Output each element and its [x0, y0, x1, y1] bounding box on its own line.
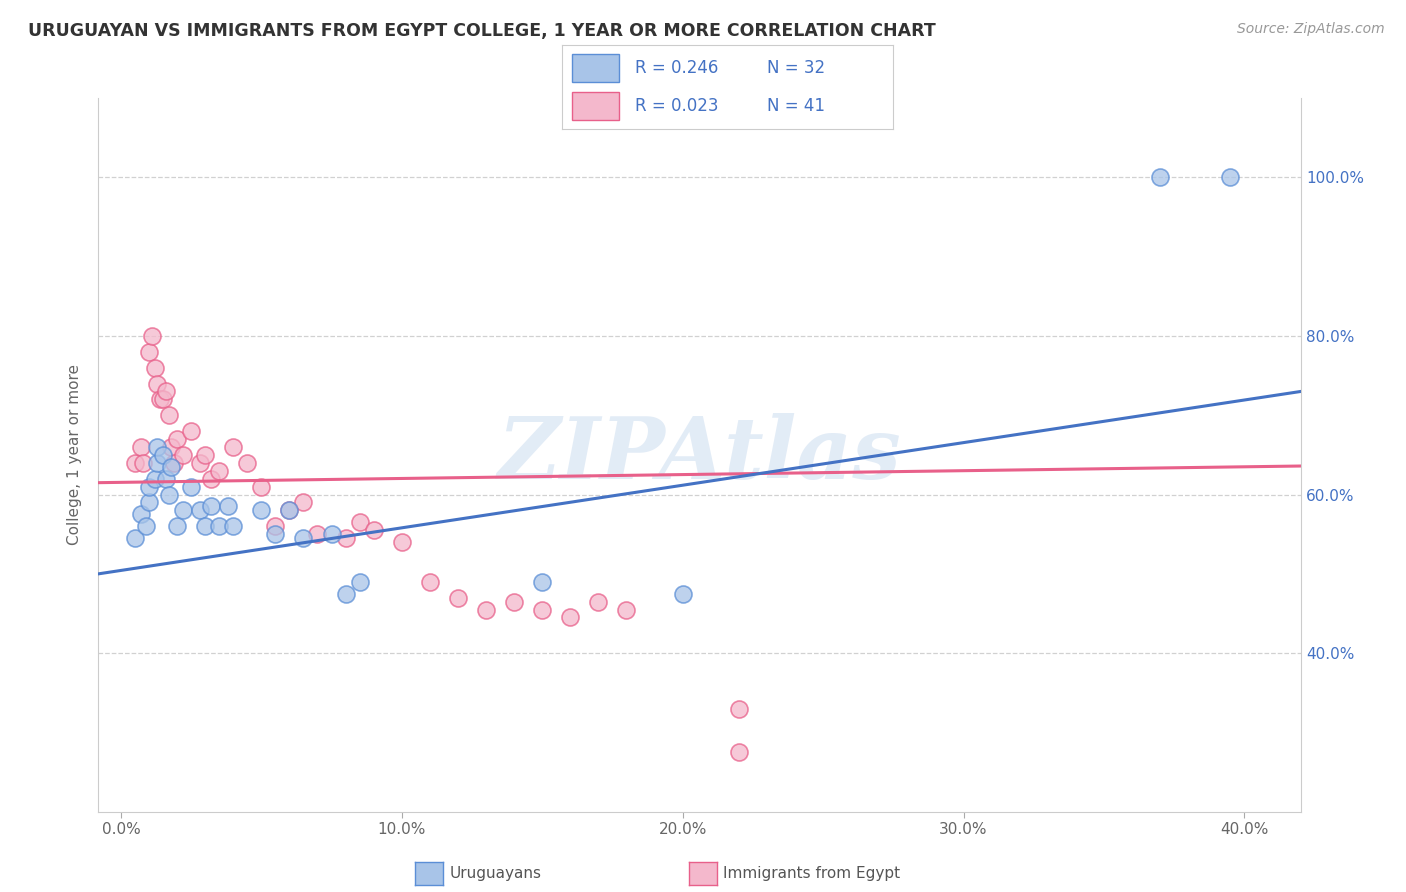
Point	[292, 495, 315, 509]
Point	[124, 531, 146, 545]
Point	[188, 456, 211, 470]
Point	[129, 508, 152, 522]
Point	[172, 448, 194, 462]
Point	[146, 376, 169, 391]
Text: R = 0.023: R = 0.023	[636, 97, 718, 115]
Point	[200, 500, 222, 514]
Point	[208, 464, 231, 478]
Point	[1149, 170, 1171, 185]
Point	[180, 480, 202, 494]
Point	[163, 456, 186, 470]
Point	[727, 701, 749, 715]
Point	[363, 523, 385, 537]
Point	[143, 360, 166, 375]
Point	[132, 456, 155, 470]
Point	[335, 531, 357, 545]
Point	[264, 527, 287, 541]
Point	[146, 456, 169, 470]
Point	[503, 594, 526, 608]
Point	[172, 503, 194, 517]
Point	[222, 519, 245, 533]
Point	[152, 448, 174, 462]
Point	[200, 472, 222, 486]
Point	[152, 392, 174, 407]
Point	[149, 392, 172, 407]
Point	[155, 472, 177, 486]
Text: Immigrants from Egypt: Immigrants from Egypt	[723, 866, 900, 880]
Point	[166, 519, 188, 533]
Point	[349, 574, 371, 589]
Point	[321, 527, 343, 541]
Point	[194, 519, 217, 533]
Point	[157, 409, 180, 423]
Text: Source: ZipAtlas.com: Source: ZipAtlas.com	[1237, 22, 1385, 37]
Point	[727, 745, 749, 759]
Point	[143, 472, 166, 486]
Point	[222, 440, 245, 454]
Point	[236, 456, 259, 470]
Point	[141, 329, 163, 343]
Point	[180, 424, 202, 438]
Point	[138, 344, 160, 359]
Text: ZIPAtlas: ZIPAtlas	[498, 413, 901, 497]
Point	[194, 448, 217, 462]
Point	[349, 516, 371, 530]
Point	[278, 503, 301, 517]
Point	[160, 459, 183, 474]
Point	[188, 503, 211, 517]
Point	[672, 587, 695, 601]
Point	[531, 602, 554, 616]
Point	[307, 527, 329, 541]
Point	[1219, 170, 1241, 185]
Text: Uruguayans: Uruguayans	[450, 866, 541, 880]
Point	[166, 432, 188, 446]
Point	[129, 440, 152, 454]
Point	[264, 519, 287, 533]
FancyBboxPatch shape	[572, 92, 619, 120]
Point	[278, 503, 301, 517]
Y-axis label: College, 1 year or more: College, 1 year or more	[67, 365, 83, 545]
Point	[391, 535, 413, 549]
Point	[208, 519, 231, 533]
Point	[250, 480, 273, 494]
Point	[531, 574, 554, 589]
Point	[616, 602, 638, 616]
Point	[447, 591, 470, 605]
Text: N = 32: N = 32	[768, 59, 825, 77]
Text: R = 0.246: R = 0.246	[636, 59, 718, 77]
Point	[335, 587, 357, 601]
Point	[217, 500, 239, 514]
Point	[419, 574, 441, 589]
Point	[155, 384, 177, 399]
Text: N = 41: N = 41	[768, 97, 825, 115]
Point	[138, 480, 160, 494]
Point	[588, 594, 610, 608]
FancyBboxPatch shape	[572, 54, 619, 82]
Point	[138, 495, 160, 509]
Point	[146, 440, 169, 454]
Text: URUGUAYAN VS IMMIGRANTS FROM EGYPT COLLEGE, 1 YEAR OR MORE CORRELATION CHART: URUGUAYAN VS IMMIGRANTS FROM EGYPT COLLE…	[28, 22, 936, 40]
Point	[560, 610, 582, 624]
Point	[250, 503, 273, 517]
Point	[292, 531, 315, 545]
Point	[475, 602, 498, 616]
Point	[135, 519, 157, 533]
Point	[124, 456, 146, 470]
Point	[160, 440, 183, 454]
Point	[157, 487, 180, 501]
